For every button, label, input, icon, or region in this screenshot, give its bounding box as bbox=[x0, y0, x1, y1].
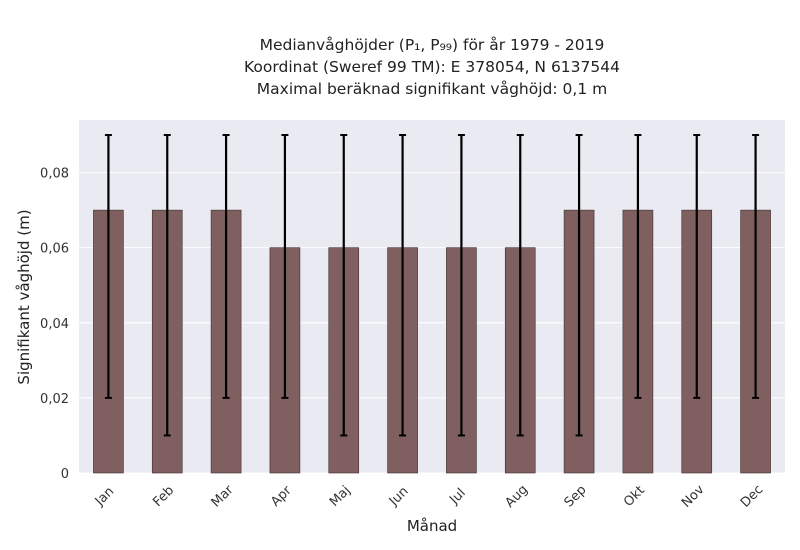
x-tick-label-jan: Jan bbox=[92, 484, 117, 509]
title-line-3: Maximal beräknad signifikant våghöjd: 0,… bbox=[256, 80, 608, 98]
x-tick-label-nov: Nov bbox=[679, 482, 708, 511]
y-tick-label: 0,08 bbox=[40, 167, 69, 182]
y-tick-label: 0,04 bbox=[40, 317, 69, 332]
x-tick-label-aug: Aug bbox=[502, 482, 531, 511]
title-line-2: Koordinat (Sweref 99 TM): E 378054, N 61… bbox=[244, 58, 620, 76]
title-line-1: Medianvåghöjder (P₁, P₉₉) för år 1979 - … bbox=[259, 36, 605, 54]
x-tick-label-jul: Jul bbox=[446, 486, 468, 508]
x-tick-label-apr: Apr bbox=[268, 483, 295, 510]
y-axis-ticks: 0 0,02 0,04 0,06 0,08 bbox=[40, 167, 69, 482]
x-tick-label-sep: Sep bbox=[562, 483, 590, 511]
x-tick-label-feb: Feb bbox=[150, 483, 177, 510]
x-tick-label-maj: Maj bbox=[327, 483, 354, 510]
y-axis-label: Signifikant våghöjd (m) bbox=[15, 209, 33, 384]
x-tick-label-okt: Okt bbox=[621, 483, 648, 510]
x-axis-ticks: Jan Feb Mar Apr Maj Jun Jul Aug Sep Okt Nov Dec bbox=[92, 482, 766, 511]
x-tick-label-jun: Jun bbox=[386, 484, 412, 510]
y-tick-label: 0,02 bbox=[40, 392, 69, 407]
y-tick-label: 0 bbox=[61, 467, 69, 482]
chart-title: Medianvåghöjder (P₁, P₉₉) för år 1979 - … bbox=[32, 34, 800, 100]
error-bars bbox=[104, 134, 760, 437]
plot-area bbox=[79, 120, 785, 473]
grid-lines bbox=[79, 172, 785, 474]
y-tick-label: 0,06 bbox=[40, 242, 69, 257]
x-axis-label: Månad bbox=[407, 517, 457, 535]
x-tick-label-dec: Dec bbox=[738, 482, 766, 510]
x-tick-label-mar: Mar bbox=[209, 482, 237, 510]
